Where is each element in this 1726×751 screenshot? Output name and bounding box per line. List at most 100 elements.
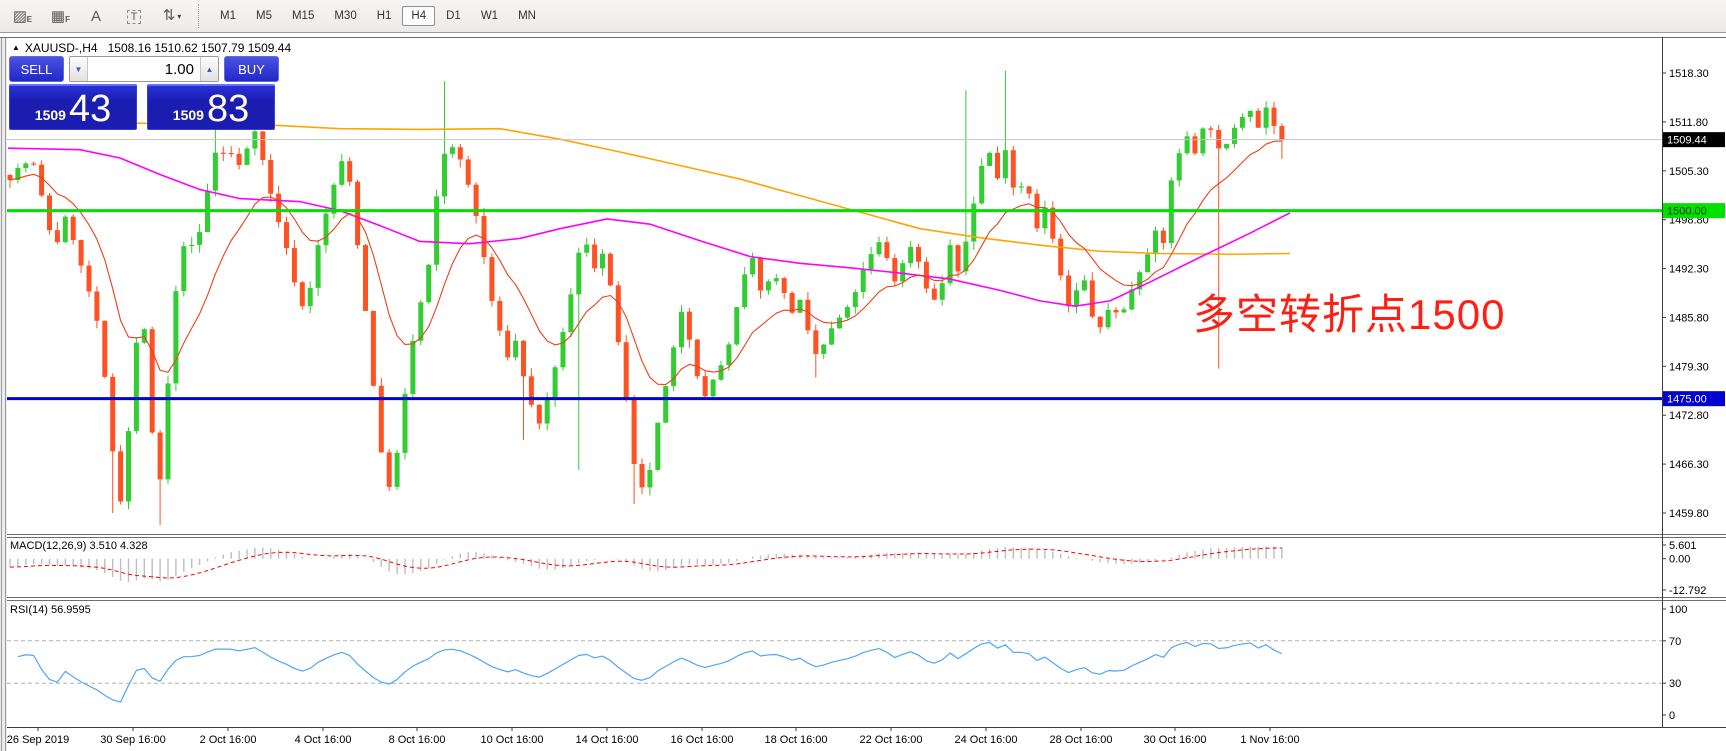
text-box-icon[interactable]: T [124, 8, 144, 25]
candle-body [939, 283, 945, 300]
timeframe-button-M30[interactable]: M30 [325, 6, 365, 26]
volume-input[interactable] [88, 57, 200, 81]
candle-body [987, 152, 993, 166]
candle-body [457, 147, 463, 160]
chart-ohlc-values: 1508.16 1510.62 1507.79 1509.44 [107, 41, 292, 55]
candle-body [789, 292, 795, 313]
candle-body [141, 329, 147, 343]
time-axis-label: 24 Oct 16:00 [955, 734, 1018, 746]
chart-header: ▲ XAUUSD-,H4 1508.16 1510.62 1507.79 1509.… [12, 41, 291, 55]
candle-body [742, 274, 748, 308]
candle-body [726, 344, 732, 366]
candle-body [465, 159, 471, 185]
candle-body [623, 342, 629, 398]
candle-body [236, 153, 242, 165]
candle-body [315, 245, 321, 288]
candle-body [94, 291, 100, 321]
timeframe-button-MN[interactable]: MN [509, 6, 545, 26]
ma-fast-red [9, 140, 1282, 386]
sell-button[interactable]: SELL [9, 56, 64, 82]
candle-body [39, 164, 45, 196]
candle-body [378, 385, 384, 453]
one-click-trading-panel: SELL ▼ ▲ BUY 1509 43 1509 83 [9, 56, 279, 130]
rsi-axis-label: 100 [1669, 604, 1687, 616]
candle-body [363, 245, 368, 311]
timeframe-button-M5[interactable]: M5 [247, 6, 281, 26]
ma-mid-magenta [7, 147, 1291, 307]
sell-price-quote[interactable]: 1509 43 [9, 84, 137, 130]
candle-body [473, 184, 479, 217]
candle-body [710, 379, 716, 397]
time-axis-label: 18 Oct 16:00 [765, 734, 828, 746]
arrange-windows-icon[interactable]: ⇅ ▾ [162, 7, 182, 25]
candle-body [1050, 207, 1056, 239]
candle-body [955, 245, 961, 272]
candle-body [868, 254, 874, 270]
volume-increase-icon[interactable]: ▲ [200, 57, 218, 81]
candle-body [434, 196, 440, 265]
price-tag [1663, 203, 1725, 219]
candle-body [15, 168, 21, 181]
candle-body [133, 342, 139, 432]
chart-annotation-text: 多空转折点1500 [1193, 291, 1506, 338]
candle-body [1224, 143, 1230, 149]
candle-body [513, 340, 519, 358]
candle-body [560, 331, 566, 368]
volume-decrease-icon[interactable]: ▼ [70, 57, 88, 81]
candle-body [394, 452, 400, 487]
candle-body [615, 285, 621, 343]
buy-button[interactable]: BUY [224, 56, 279, 82]
candle-body [1247, 110, 1253, 117]
candle-body [995, 152, 1000, 179]
candle-body [1010, 150, 1016, 188]
candle-body [244, 148, 250, 165]
buy-price-quote[interactable]: 1509 83 [147, 84, 275, 130]
candle-body [829, 328, 835, 345]
candle-body [702, 376, 708, 397]
rsi-axis-label: 30 [1669, 678, 1681, 690]
candle-body [23, 163, 29, 169]
candle-body [671, 347, 677, 387]
candle-body [173, 291, 179, 384]
candle-body [291, 248, 297, 283]
rsi-pane-label: RSI(14) 56.9595 [10, 604, 91, 616]
candle-body [442, 153, 447, 197]
candle-body [1208, 128, 1214, 130]
grid-icon[interactable]: ▦ F [50, 7, 70, 25]
pattern-chart-icon[interactable]: ▨ E [12, 7, 32, 25]
candle-body [1200, 128, 1206, 154]
timeframe-button-D1[interactable]: D1 [437, 6, 470, 26]
time-axis-label: 22 Oct 16:00 [860, 734, 923, 746]
candle-body [489, 257, 495, 301]
volume-stepper: ▼ ▲ [69, 56, 219, 82]
candle-body [607, 253, 613, 286]
text-label-icon[interactable]: A [90, 7, 101, 25]
candle-body [765, 281, 771, 291]
price-axis-label: 1479.30 [1669, 361, 1709, 373]
candle-body [892, 258, 898, 282]
candle-body [576, 252, 582, 295]
candle-body [220, 152, 226, 154]
candle-body [347, 161, 353, 182]
candle-body [884, 242, 890, 259]
timeframe-button-M15[interactable]: M15 [283, 6, 323, 26]
candle-body [307, 287, 313, 307]
timeframe-button-W1[interactable]: W1 [472, 6, 507, 26]
candle-body [1002, 150, 1008, 179]
candle-body [1279, 126, 1285, 140]
chart-collapse-icon[interactable]: ▲ [12, 43, 20, 52]
timeframe-button-M1[interactable]: M1 [211, 6, 245, 26]
timeframe-button-H1[interactable]: H1 [368, 6, 401, 26]
sell-price-small: 1509 [34, 107, 66, 123]
timeframe-button-H4[interactable]: H4 [402, 6, 436, 26]
macd-axis-label: 5.601 [1669, 540, 1697, 552]
candle-body [1192, 136, 1198, 154]
candle-body [284, 222, 289, 249]
window-left-frame [0, 37, 7, 751]
candle-body [410, 340, 416, 394]
rsi-axis-label: 70 [1669, 636, 1681, 648]
buy-price-small: 1509 [172, 107, 204, 123]
price-tag-label: 1509.44 [1667, 135, 1707, 147]
candle-body [821, 344, 827, 354]
